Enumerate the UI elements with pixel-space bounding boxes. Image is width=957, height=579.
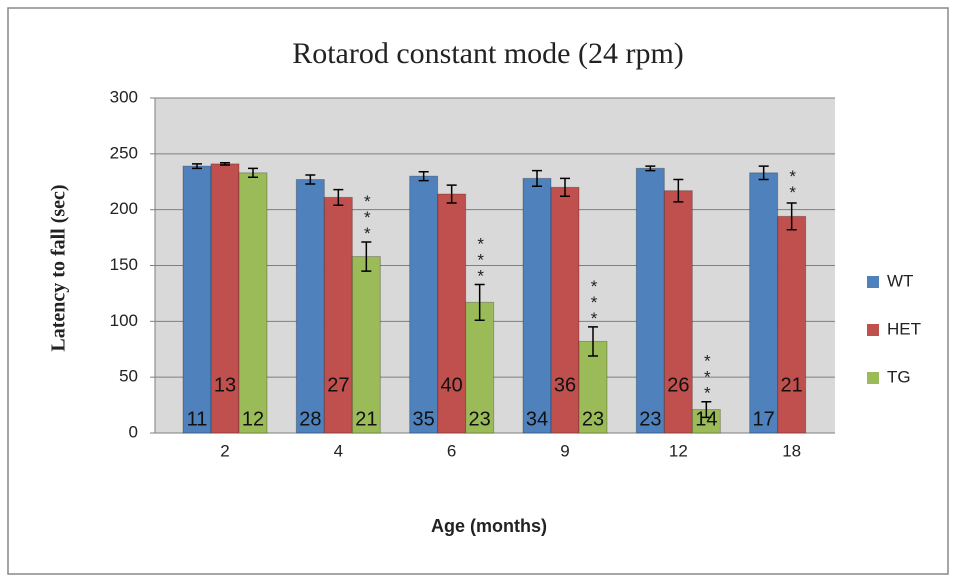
sample-size-label: 23 bbox=[582, 408, 604, 430]
bar bbox=[578, 340, 608, 434]
x-tick-label: 18 bbox=[782, 441, 801, 460]
sample-size-label: 14 bbox=[695, 408, 717, 430]
bar bbox=[749, 172, 779, 434]
bar bbox=[437, 193, 467, 434]
bar bbox=[522, 177, 552, 434]
y-tick-label: 100 bbox=[110, 311, 138, 330]
bar bbox=[777, 215, 807, 434]
chart-title: Rotarod constant mode (24 rpm) bbox=[292, 37, 684, 70]
sample-size-label: 26 bbox=[667, 374, 689, 396]
error-bar bbox=[786, 202, 797, 231]
significance-label: *** bbox=[585, 277, 604, 325]
bar bbox=[351, 256, 381, 434]
bar bbox=[635, 167, 665, 434]
significance-label: *** bbox=[471, 234, 490, 282]
error-bar bbox=[560, 177, 570, 198]
sample-size-label: 23 bbox=[469, 408, 491, 430]
error-bar bbox=[361, 241, 372, 272]
error-bar bbox=[474, 283, 485, 321]
bar bbox=[295, 179, 325, 434]
significance-label: ** bbox=[783, 167, 802, 199]
y-tick-label: 50 bbox=[119, 367, 138, 386]
error-bar bbox=[758, 165, 769, 181]
error-bar bbox=[418, 170, 429, 182]
x-tick-label: 12 bbox=[669, 441, 688, 460]
bar bbox=[182, 165, 212, 434]
error-bar bbox=[701, 400, 712, 419]
x-tick-label: 6 bbox=[447, 441, 456, 460]
x-tick-label: 4 bbox=[334, 441, 343, 460]
error-bar bbox=[673, 178, 684, 203]
significance-label: *** bbox=[358, 192, 377, 240]
legend-swatch bbox=[867, 372, 879, 384]
significance-label: *** bbox=[698, 352, 717, 400]
y-tick-label: 250 bbox=[110, 143, 138, 162]
sample-size-label: 21 bbox=[355, 408, 377, 430]
y-tick-label: 150 bbox=[110, 255, 138, 274]
y-tick-label: 300 bbox=[110, 87, 138, 106]
sample-size-label: 12 bbox=[242, 408, 264, 430]
error-bar bbox=[645, 165, 656, 172]
legend-swatch bbox=[867, 324, 879, 336]
y-axis-label: Latency to fall (sec) bbox=[48, 184, 70, 351]
error-bar bbox=[532, 169, 542, 187]
legend-label: TG bbox=[887, 367, 911, 386]
y-tick-label: 200 bbox=[110, 199, 138, 218]
sample-size-label: 13 bbox=[214, 374, 236, 396]
sample-size-label: 17 bbox=[753, 408, 775, 430]
legend-label: HET bbox=[887, 319, 921, 338]
error-bar bbox=[220, 162, 230, 166]
sample-size-label: 27 bbox=[327, 374, 349, 396]
sample-size-label: 11 bbox=[187, 408, 208, 430]
error-bar bbox=[248, 167, 258, 179]
error-bar bbox=[333, 188, 344, 206]
legend-swatch bbox=[867, 276, 879, 288]
sample-size-label: 21 bbox=[781, 374, 803, 396]
error-bar bbox=[588, 326, 598, 357]
error-bar bbox=[446, 184, 457, 204]
bar bbox=[465, 301, 495, 434]
sample-size-label: 40 bbox=[441, 374, 463, 396]
error-bar bbox=[305, 174, 316, 185]
bar bbox=[238, 172, 268, 434]
bar bbox=[323, 196, 353, 434]
error-bar bbox=[192, 163, 202, 170]
sample-size-label: 28 bbox=[299, 408, 321, 430]
legend-label: WT bbox=[887, 271, 913, 290]
x-tick-label: 9 bbox=[560, 441, 569, 460]
x-tick-label: 2 bbox=[220, 441, 229, 460]
bar bbox=[663, 190, 693, 434]
sample-size-label: 36 bbox=[554, 374, 576, 396]
y-tick-label: 0 bbox=[129, 422, 138, 441]
sample-size-label: 23 bbox=[639, 408, 661, 430]
x-axis-label: Age (months) bbox=[431, 516, 547, 536]
sample-size-label: 35 bbox=[413, 408, 435, 430]
bar bbox=[409, 175, 439, 434]
bar bbox=[550, 186, 580, 434]
sample-size-label: 34 bbox=[526, 408, 548, 430]
